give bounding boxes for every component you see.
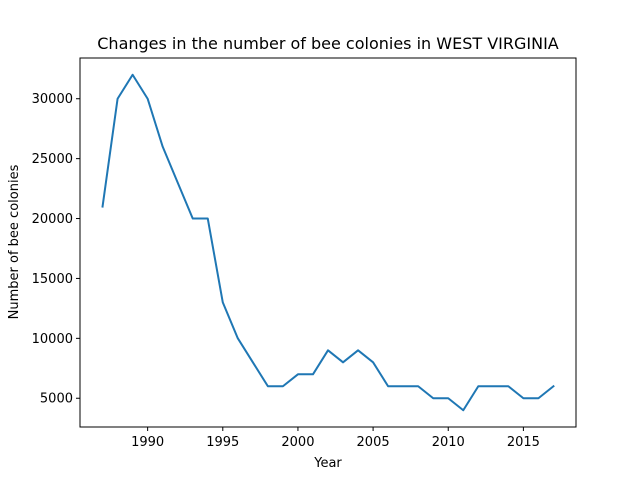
y-axis-label: Number of bee colonies [7, 164, 22, 319]
y-tick-label: 30000 [32, 92, 73, 107]
chart-title: Changes in the number of bee colonies in… [97, 34, 559, 53]
x-axis: 1990 1995 2000 2005 2010 2015 [131, 427, 540, 450]
y-tick-label: 10000 [32, 332, 73, 347]
plot-area [79, 57, 577, 428]
y-tick-label: 15000 [32, 272, 73, 287]
x-axis-label: Year [313, 456, 342, 471]
plot-frame [79, 57, 577, 428]
y-tick-label: 20000 [32, 212, 73, 227]
x-tick-label: 2000 [281, 435, 314, 450]
x-tick-label: 2010 [432, 435, 465, 450]
series-points [102, 74, 554, 411]
y-axis: 5000 10000 15000 20000 25000 30000 [32, 92, 80, 407]
x-tick-label: 2015 [507, 435, 540, 450]
x-tick-label: 2005 [357, 435, 390, 450]
x-tick-label: 1995 [206, 435, 239, 450]
y-tick-label: 25000 [32, 152, 73, 167]
y-tick-label: 5000 [40, 392, 73, 407]
x-tick-label: 1990 [131, 435, 164, 450]
series-layer [101, 73, 555, 412]
